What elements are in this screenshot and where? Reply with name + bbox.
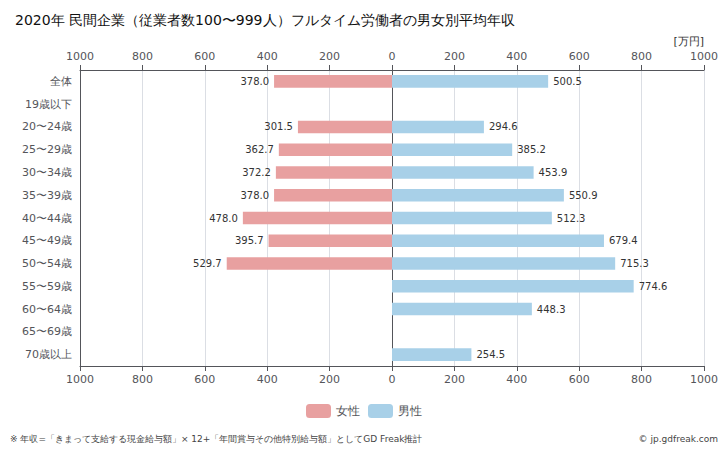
svg-text:70歳以上: 70歳以上 bbox=[25, 348, 72, 361]
svg-text:600: 600 bbox=[194, 373, 215, 386]
svg-text:全体: 全体 bbox=[50, 75, 72, 88]
svg-text:40〜44歳: 40〜44歳 bbox=[22, 212, 72, 225]
svg-text:378.0: 378.0 bbox=[240, 190, 269, 201]
svg-text:448.3: 448.3 bbox=[537, 304, 566, 315]
svg-text:301.5: 301.5 bbox=[264, 121, 293, 132]
svg-text:529.7: 529.7 bbox=[193, 258, 222, 269]
svg-text:女性: 女性 bbox=[336, 404, 360, 418]
svg-text:45〜49歳: 45〜49歳 bbox=[22, 234, 72, 247]
svg-text:800: 800 bbox=[132, 373, 153, 386]
svg-text:600: 600 bbox=[569, 373, 590, 386]
svg-text:30〜34歳: 30〜34歳 bbox=[22, 166, 72, 179]
svg-text:800: 800 bbox=[132, 50, 153, 63]
svg-text:800: 800 bbox=[631, 50, 652, 63]
svg-text:378.0: 378.0 bbox=[240, 76, 269, 87]
svg-text:395.7: 395.7 bbox=[235, 235, 264, 246]
svg-text:200: 200 bbox=[319, 50, 340, 63]
svg-text:500.5: 500.5 bbox=[553, 76, 582, 87]
svg-text:679.4: 679.4 bbox=[609, 235, 638, 246]
svg-text:200: 200 bbox=[444, 50, 465, 63]
svg-text:478.0: 478.0 bbox=[209, 213, 238, 224]
svg-text:200: 200 bbox=[444, 373, 465, 386]
svg-text:550.9: 550.9 bbox=[569, 190, 598, 201]
svg-text:715.3: 715.3 bbox=[620, 258, 649, 269]
svg-text:男性: 男性 bbox=[398, 404, 422, 418]
svg-text:200: 200 bbox=[319, 373, 340, 386]
svg-text:1000: 1000 bbox=[690, 373, 718, 386]
svg-text:25〜29歳: 25〜29歳 bbox=[22, 143, 72, 156]
svg-text:2020年 民間企業（従業者数100〜999人）フルタイム労: 2020年 民間企業（従業者数100〜999人）フルタイム労働者の男女別平均年収 bbox=[15, 12, 515, 28]
svg-text:512.3: 512.3 bbox=[557, 213, 586, 224]
svg-text:1000: 1000 bbox=[690, 50, 718, 63]
svg-text:800: 800 bbox=[631, 373, 652, 386]
svg-text:[万円]: [万円] bbox=[673, 35, 704, 48]
svg-text:600: 600 bbox=[569, 50, 590, 63]
svg-text:774.6: 774.6 bbox=[639, 281, 668, 292]
svg-text:385.2: 385.2 bbox=[517, 144, 546, 155]
svg-text:20〜24歳: 20〜24歳 bbox=[22, 120, 72, 133]
svg-text:19歳以下: 19歳以下 bbox=[25, 98, 72, 111]
svg-text:© jp.gdfreak.com: © jp.gdfreak.com bbox=[639, 434, 718, 444]
svg-text:※ 年収=「きまって支給する現金給与額」× 12+「年間賞与: ※ 年収=「きまって支給する現金給与額」× 12+「年間賞与その他特別給与額」と… bbox=[10, 434, 422, 444]
svg-text:65〜69歳: 65〜69歳 bbox=[22, 325, 72, 338]
svg-text:1000: 1000 bbox=[66, 50, 94, 63]
svg-text:362.7: 362.7 bbox=[245, 144, 274, 155]
svg-text:55〜59歳: 55〜59歳 bbox=[22, 280, 72, 293]
svg-text:0: 0 bbox=[389, 373, 396, 386]
svg-text:400: 400 bbox=[257, 373, 278, 386]
svg-text:50〜54歳: 50〜54歳 bbox=[22, 257, 72, 270]
svg-text:1000: 1000 bbox=[66, 373, 94, 386]
svg-text:254.5: 254.5 bbox=[476, 349, 505, 360]
svg-text:294.6: 294.6 bbox=[489, 121, 518, 132]
svg-text:372.2: 372.2 bbox=[242, 167, 271, 178]
svg-text:400: 400 bbox=[506, 50, 527, 63]
svg-text:60〜64歳: 60〜64歳 bbox=[22, 303, 72, 316]
svg-text:453.9: 453.9 bbox=[539, 167, 568, 178]
svg-text:400: 400 bbox=[506, 373, 527, 386]
svg-text:400: 400 bbox=[257, 50, 278, 63]
svg-text:35〜39歳: 35〜39歳 bbox=[22, 189, 72, 202]
svg-text:600: 600 bbox=[194, 50, 215, 63]
svg-text:0: 0 bbox=[389, 50, 396, 63]
